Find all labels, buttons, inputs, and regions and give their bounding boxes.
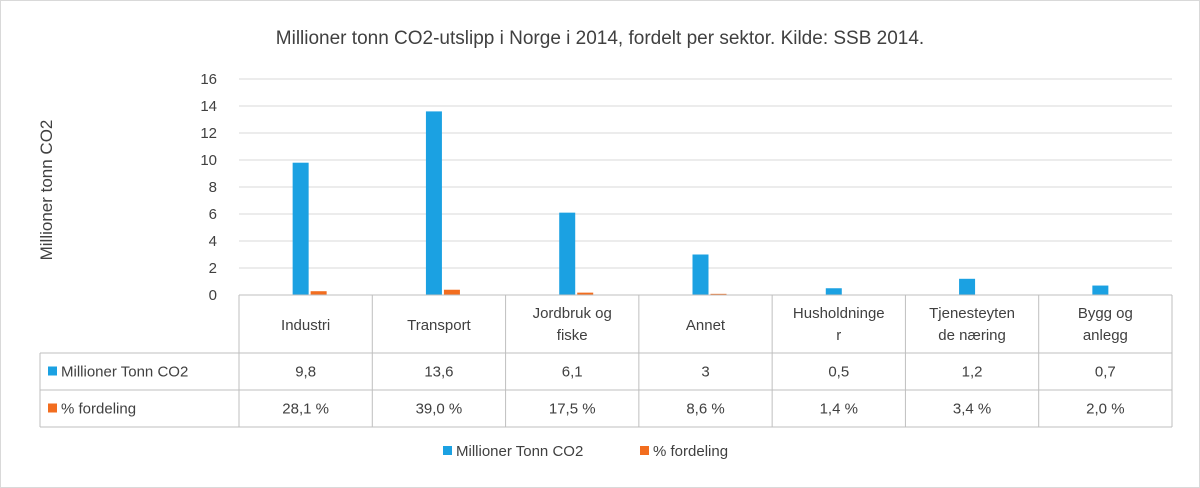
- data-label: 6,1: [562, 364, 583, 381]
- category-label: Bygg og: [1078, 305, 1133, 322]
- y-tick-label: 12: [200, 125, 217, 142]
- category-label: r: [836, 327, 841, 344]
- data-label: 0,5: [828, 364, 849, 381]
- table-series-name: % fordeling: [61, 401, 136, 418]
- table-legend-key: [48, 366, 57, 376]
- category-label: Annet: [686, 317, 726, 334]
- data-label: 3,4 %: [953, 401, 991, 418]
- category-label: Jordbruk og: [533, 305, 612, 322]
- data-label: 13,6: [424, 364, 453, 381]
- y-tick-label: 2: [209, 260, 217, 277]
- y-tick-label: 10: [200, 152, 217, 169]
- bar-percent: [310, 291, 327, 295]
- data-label: 8,6 %: [686, 401, 724, 418]
- chart-title: Millioner tonn CO2-utslipp i Norge i 201…: [276, 28, 924, 49]
- bar-percent: [577, 292, 594, 295]
- category-label: anlegg: [1083, 327, 1128, 344]
- y-tick-label: 14: [200, 98, 217, 115]
- legend-label: Millioner Tonn CO2: [456, 443, 583, 460]
- data-label: 17,5 %: [549, 401, 596, 418]
- table-series-name: Millioner Tonn CO2: [61, 364, 188, 381]
- category-label: fiske: [557, 327, 588, 344]
- category-label: Husholdninge: [793, 305, 885, 322]
- data-label: 39,0 %: [416, 401, 463, 418]
- category-label: de næring: [938, 327, 1006, 344]
- bar-co2: [825, 288, 842, 295]
- data-label: 3: [701, 364, 709, 381]
- category-label: Tjenesteyten: [929, 305, 1015, 322]
- category-label: Industri: [281, 317, 330, 334]
- bar-co2: [959, 278, 976, 295]
- data-label: 28,1 %: [282, 401, 329, 418]
- legend-swatch: [443, 446, 452, 455]
- data-label: 9,8: [295, 364, 316, 381]
- y-tick-labels: 0 2 4 6 8 10 12 14 16: [200, 71, 217, 304]
- y-tick-label: 6: [209, 206, 217, 223]
- data-label: 0,7: [1095, 364, 1116, 381]
- data-table: Industri Transport Jordbruk og fiske Annet Hu…: [39, 294, 1173, 428]
- legend: Millioner Tonn CO2 % fordeling: [443, 443, 728, 460]
- table-legend-key: [48, 403, 57, 413]
- legend-swatch: [640, 446, 649, 455]
- bar-percent: [443, 289, 460, 295]
- bar-co2: [692, 254, 709, 295]
- gridlines: [239, 78, 1172, 269]
- bar-co2: [1092, 285, 1109, 295]
- category-label: Transport: [407, 317, 471, 334]
- data-label: 1,4 %: [820, 401, 858, 418]
- bar-co2: [292, 162, 309, 295]
- y-tick-label: 0: [209, 287, 217, 304]
- data-label: 2,0 %: [1086, 401, 1124, 418]
- bar-co2: [425, 111, 442, 296]
- legend-label: % fordeling: [653, 443, 728, 460]
- bars: [292, 111, 1127, 296]
- y-axis-label: Millioner tonn CO2: [37, 120, 56, 261]
- data-label: 1,2: [962, 364, 983, 381]
- y-tick-label: 16: [200, 71, 217, 88]
- y-tick-label: 4: [209, 233, 217, 250]
- bar-percent: [710, 293, 727, 295]
- bar-co2: [559, 212, 576, 295]
- y-tick-label: 8: [209, 179, 217, 196]
